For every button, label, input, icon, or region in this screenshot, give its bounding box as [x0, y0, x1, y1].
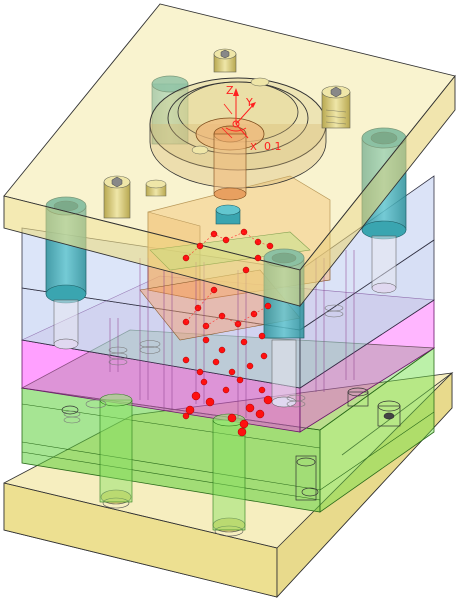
return-pin	[99, 393, 246, 531]
triad-wcs-label: 0.1	[264, 140, 282, 153]
cooling-channel-lines	[185, 231, 271, 327]
triad-y-label: Y	[245, 96, 253, 109]
side-clamp-hardware	[61, 387, 401, 501]
ejector-pin-array	[109, 250, 355, 418]
spring-coils	[63, 304, 344, 424]
cap-screw	[103, 175, 131, 219]
return-pin-hole	[100, 489, 132, 505]
cooling-channel-points	[182, 228, 274, 437]
triad-z-label: Z	[226, 84, 234, 97]
cap-screw	[213, 48, 237, 73]
guide-bushing[interactable]	[151, 75, 189, 145]
cap-screw	[215, 204, 241, 225]
sprue-bushing[interactable]	[195, 117, 265, 201]
cap-screw	[321, 85, 351, 129]
coordinate-triad: Z Y X 0.1	[221, 84, 282, 153]
cap-screw	[191, 77, 270, 155]
triad-x-label: X	[250, 142, 257, 153]
cap-screw	[145, 179, 167, 197]
